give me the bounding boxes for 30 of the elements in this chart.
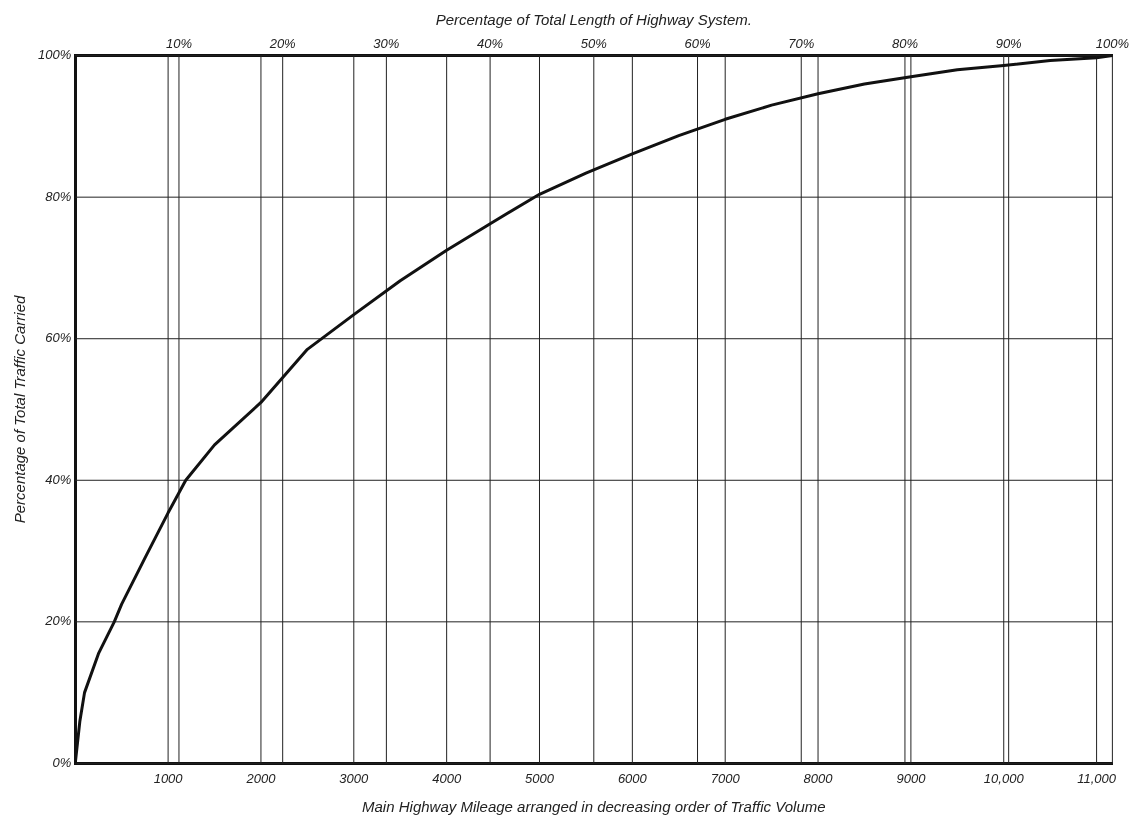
x-tick-label: 4000 [432,770,462,786]
x-tick-label: 2000 [245,770,277,786]
y-tick-label: 100% [38,47,72,63]
y-tick-label: 40% [45,471,72,487]
x2-tick-label: 50% [580,36,607,52]
x-tick-label: 8000 [803,770,834,786]
x2-tick-label: 10% [165,36,192,52]
x-tick-label: 7000 [710,770,741,786]
y-tick-label: 0% [52,755,72,771]
x2-tick-label: 80% [891,36,918,52]
x-tick-label: 5000 [525,770,555,786]
x-tick-label: 6000 [617,770,648,786]
x2-tick-label: 60% [684,36,711,52]
x2-tick-label: 90% [995,36,1022,52]
x2-tick-label: 40% [477,36,504,52]
x-tick-label: 3000 [339,770,370,786]
y-tick-label: 60% [45,330,72,346]
x2-tick-label: 20% [268,36,296,52]
x2-tick-label: 100% [1095,36,1129,52]
x2-tick-label: 70% [788,36,815,52]
x-axis-title: Main Highway Mileage arranged in decreasing order of Traffic Volume [362,798,826,816]
x2-tick-label: 30% [373,36,400,52]
x2-axis-title: Percentage of Total Length of Highway System. [435,11,752,29]
y-axis-title: Percentage of Total Traffic Carried [11,295,29,524]
x-tick-label: 1000 [153,770,184,786]
x-tick-label: 9000 [896,770,927,786]
x-tick-label: 10,000 [983,770,1025,786]
x-tick-label: 11,000 [1077,770,1117,786]
y-tick-label: 80% [45,188,72,204]
y-tick-label: 20% [44,613,72,629]
